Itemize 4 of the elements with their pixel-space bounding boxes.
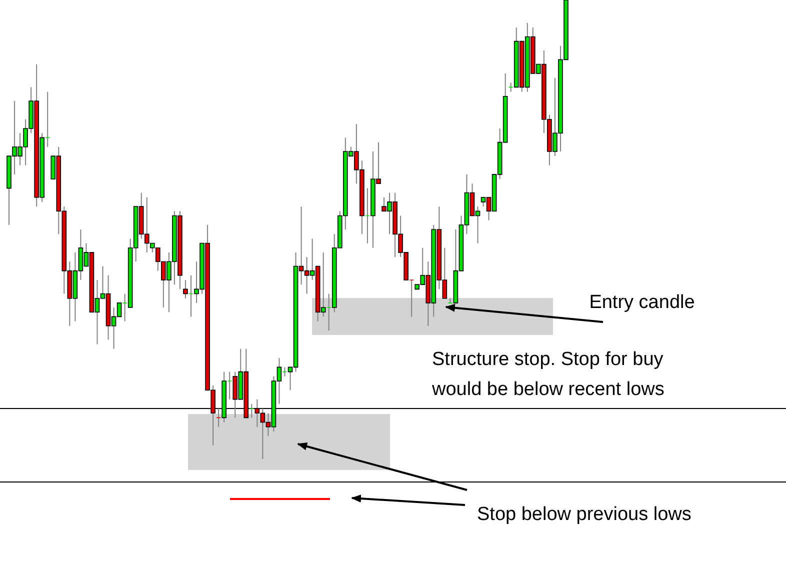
text: Stop below previous lows (477, 504, 692, 525)
text: Entry candle (589, 292, 695, 313)
annotation: Structure stop. Stop for buy would be below recent lows (431, 349, 664, 400)
candlestick (183, 279, 188, 299)
